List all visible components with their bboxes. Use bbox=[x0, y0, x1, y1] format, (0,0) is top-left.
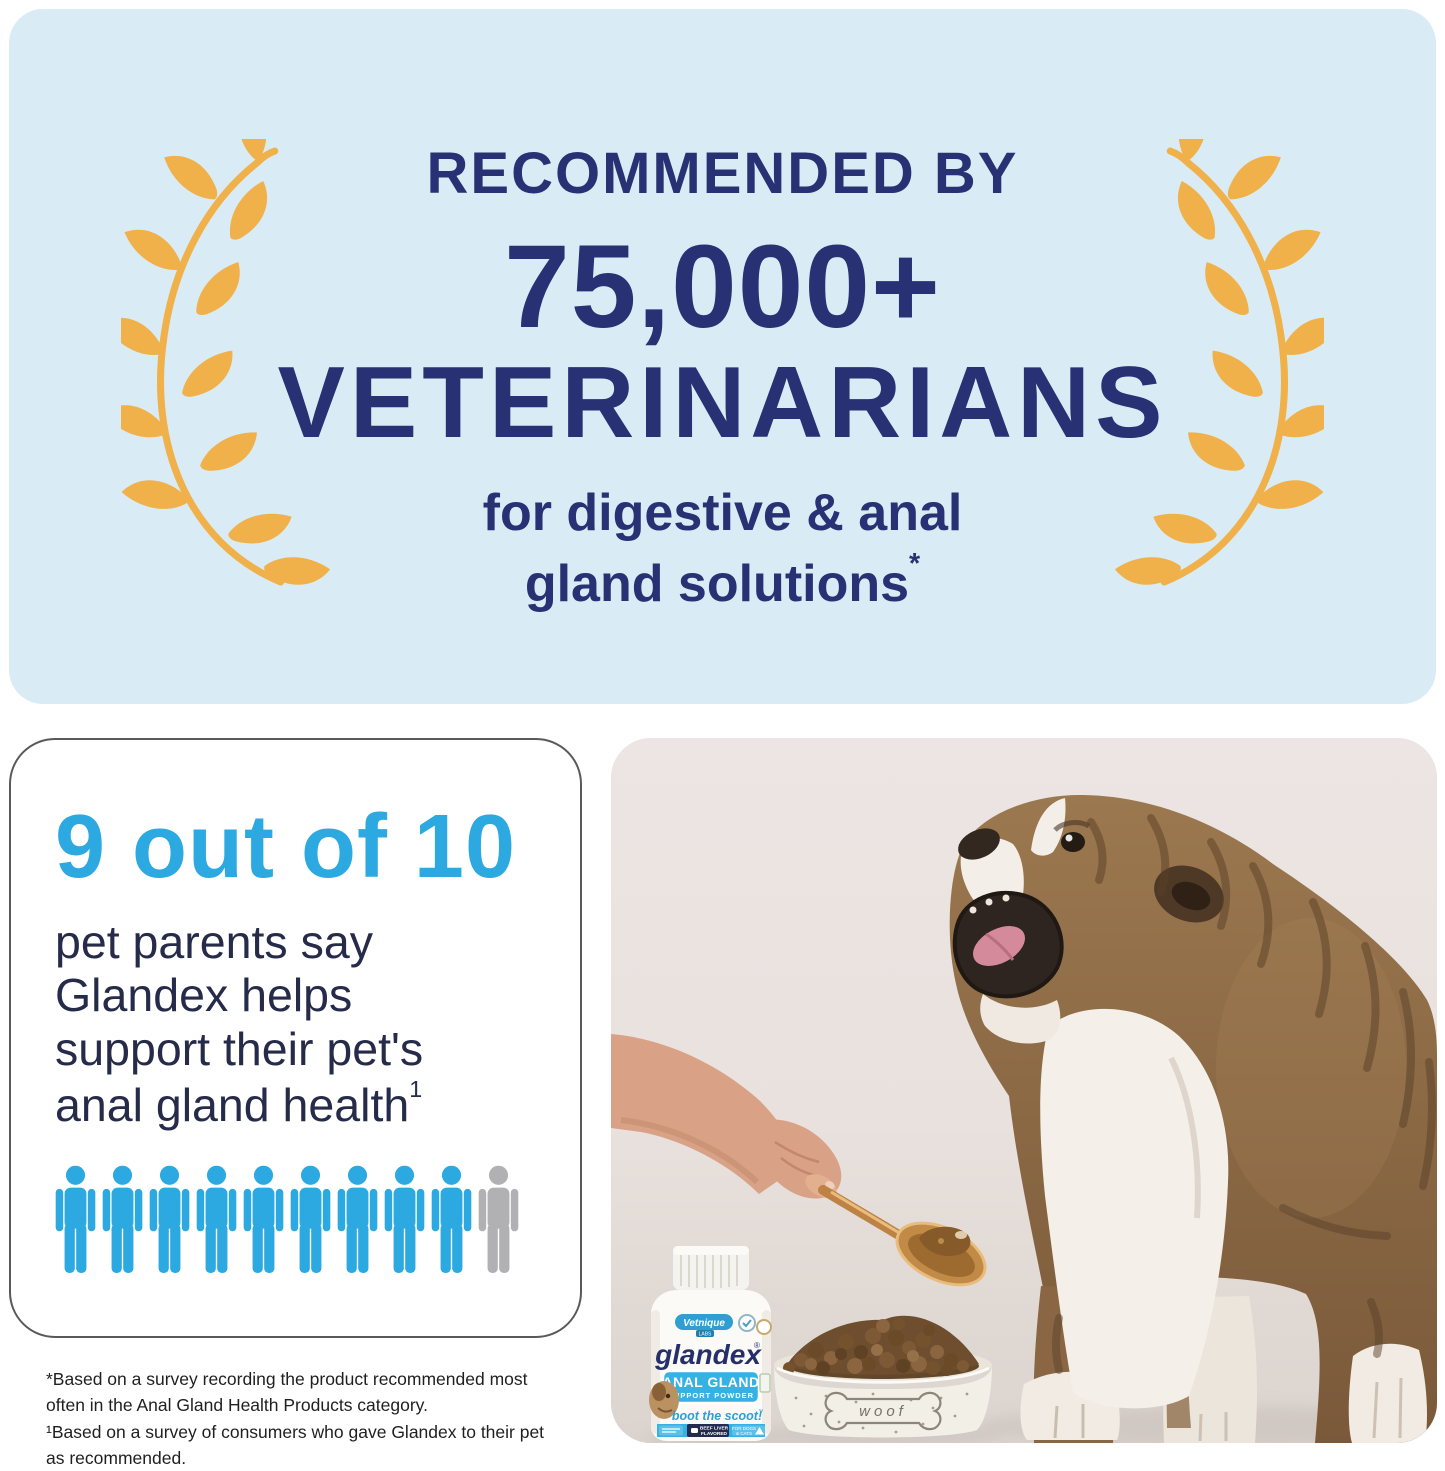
pet-parent-stat-card: 9 out of 10 pet parents say Glandex help… bbox=[9, 738, 582, 1338]
anal-gland-text: ANAL GLAND bbox=[662, 1374, 759, 1390]
boot-the-scoot-tagline: boot the scoot! bbox=[672, 1409, 762, 1423]
product-photo: Vetnique LABS glandex ® ANAL GLAND SUPPO… bbox=[611, 738, 1437, 1443]
vetnique-labs-text: LABS bbox=[699, 1332, 712, 1338]
registered-mark: ® bbox=[754, 1341, 760, 1350]
person-icon bbox=[102, 1165, 143, 1273]
vet-recommended-banner: RECOMMENDED BY 75,000+ VETERINARIANS for… bbox=[9, 9, 1436, 704]
person-icon bbox=[290, 1165, 331, 1273]
photo-scene: Vetnique LABS glandex ® ANAL GLAND SUPPO… bbox=[611, 738, 1437, 1443]
trademark-mark: ™ bbox=[758, 1409, 764, 1415]
woof-text: woof bbox=[859, 1403, 907, 1420]
laurel-left-icon bbox=[121, 139, 359, 587]
support-powder-text: SUPPORT POWDER bbox=[668, 1391, 754, 1400]
person-icon bbox=[478, 1165, 519, 1273]
people-row bbox=[55, 1165, 544, 1273]
person-icon bbox=[384, 1165, 425, 1273]
person-icon bbox=[243, 1165, 284, 1273]
footnote-one: ¹Based on a survey of consumers who gave… bbox=[46, 1419, 546, 1471]
person-icon bbox=[431, 1165, 472, 1273]
banner-footnote-marker: * bbox=[909, 548, 920, 580]
flavor-text-1: BEEF LIVER bbox=[700, 1426, 729, 1432]
flavor-text-2: FLAVORED bbox=[701, 1431, 728, 1437]
and-cats-text: & CATS bbox=[736, 1431, 752, 1436]
stat-body-line: Glandex helps bbox=[55, 969, 544, 1022]
vetnique-logo-text: Vetnique bbox=[683, 1318, 725, 1329]
person-icon bbox=[196, 1165, 237, 1273]
stat-body-text: pet parents say Glandex helps support th… bbox=[55, 916, 544, 1133]
person-icon bbox=[337, 1165, 378, 1273]
label-leaf-badge bbox=[760, 1374, 770, 1392]
stat-body-line: anal gland health1 bbox=[55, 1076, 544, 1132]
label-seal-icon bbox=[739, 1315, 755, 1331]
stat-body-line: support their pet's bbox=[55, 1023, 544, 1076]
stat-headline: 9 out of 10 bbox=[55, 802, 544, 892]
footnote-asterisk: *Based on a survey recording the product… bbox=[46, 1366, 546, 1419]
label-seal2-icon bbox=[757, 1320, 771, 1334]
person-icon bbox=[149, 1165, 190, 1273]
stat-body-line: pet parents say bbox=[55, 916, 544, 969]
person-icon bbox=[55, 1165, 96, 1273]
cow-icon bbox=[691, 1428, 698, 1433]
dog-eye bbox=[1061, 832, 1085, 852]
stat-footnote-marker: 1 bbox=[409, 1076, 422, 1102]
footnotes: *Based on a survey recording the product… bbox=[46, 1366, 546, 1471]
laurel-right-icon bbox=[1086, 139, 1324, 587]
glandex-wordmark: glandex bbox=[654, 1339, 762, 1370]
banner-subtitle-line2: gland solutions bbox=[525, 555, 909, 613]
